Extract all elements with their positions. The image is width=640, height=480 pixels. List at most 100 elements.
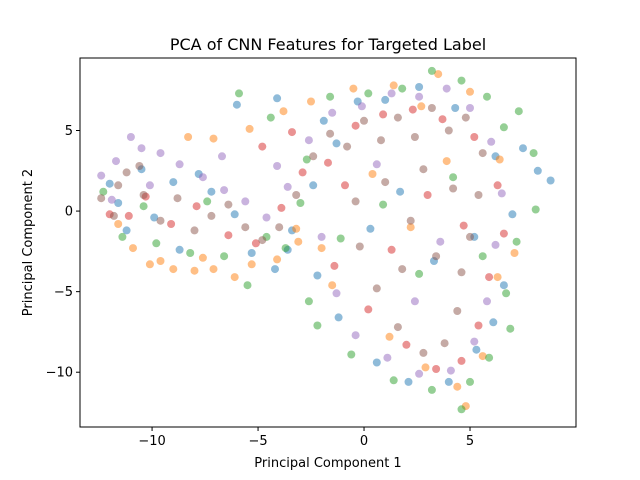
data-point: [533, 166, 542, 175]
data-point: [341, 181, 349, 190]
data-point: [466, 232, 474, 241]
data-point: [273, 162, 282, 170]
data-point: [198, 253, 207, 262]
data-point: [230, 273, 239, 282]
data-point: [330, 261, 339, 270]
chart-title: PCA of CNN Features for Targeted Label: [170, 35, 486, 54]
data-point: [245, 124, 254, 133]
data-point: [328, 281, 337, 290]
data-point: [489, 318, 498, 327]
data-point: [457, 405, 466, 414]
data-point: [292, 224, 301, 233]
x-tick-label: −10: [138, 434, 165, 449]
data-point: [247, 260, 256, 269]
data-point: [444, 377, 453, 386]
series-group: [114, 70, 519, 411]
data-point: [474, 191, 483, 199]
data-point: [497, 189, 506, 198]
data-point: [224, 231, 233, 240]
data-point: [472, 345, 481, 354]
data-point: [209, 134, 218, 143]
data-point: [190, 266, 199, 275]
data-point: [175, 160, 184, 169]
data-point: [459, 221, 468, 230]
series-group: [97, 104, 487, 357]
data-point: [220, 252, 229, 261]
data-point: [381, 178, 390, 187]
data-point: [304, 297, 313, 306]
data-point: [415, 92, 424, 101]
data-point: [137, 144, 146, 153]
series-group: [105, 105, 508, 373]
data-point: [499, 123, 508, 132]
data-point: [281, 244, 290, 253]
data-point: [419, 348, 428, 357]
data-point: [334, 313, 343, 322]
data-point: [275, 223, 284, 232]
x-axis-ticks: −10 −5 0 5: [138, 427, 474, 449]
data-point: [126, 133, 135, 141]
data-point: [457, 268, 466, 277]
data-point: [173, 194, 182, 203]
data-point: [383, 353, 392, 362]
data-point: [277, 203, 286, 212]
data-point: [145, 260, 154, 269]
data-point: [381, 95, 390, 104]
data-point: [457, 356, 466, 365]
data-point: [379, 200, 388, 209]
data-point: [478, 252, 487, 261]
data-point: [398, 265, 407, 274]
data-point: [438, 115, 447, 124]
data-point: [326, 92, 335, 101]
data-point: [415, 83, 424, 91]
data-point: [485, 273, 494, 282]
data-point: [317, 244, 326, 253]
data-point: [109, 211, 118, 220]
data-point: [495, 155, 504, 164]
data-point: [499, 229, 508, 238]
data-point: [379, 110, 388, 119]
data-point: [99, 187, 108, 196]
data-point: [442, 84, 451, 93]
data-point: [417, 102, 426, 111]
data-point: [169, 265, 178, 274]
data-point: [529, 149, 538, 158]
data-point: [446, 366, 455, 375]
data-point: [169, 178, 178, 187]
data-point: [444, 126, 453, 135]
data-point: [294, 237, 303, 246]
data-point: [514, 107, 523, 116]
data-point: [258, 142, 267, 151]
data-point: [273, 94, 282, 103]
data-point: [491, 240, 500, 249]
data-point: [304, 136, 313, 145]
data-point: [485, 353, 494, 362]
data-point: [279, 107, 288, 116]
data-point: [307, 97, 315, 106]
data-point: [377, 136, 385, 145]
data-point: [262, 213, 271, 222]
data-point: [332, 289, 341, 298]
data-point: [198, 173, 207, 182]
data-point: [406, 223, 415, 232]
data-point: [139, 191, 148, 199]
data-point: [493, 181, 502, 190]
data-point: [122, 226, 131, 235]
data-point: [372, 284, 381, 293]
x-tick-label: −5: [248, 434, 267, 449]
data-point: [449, 173, 458, 182]
y-tick-label: 0: [65, 205, 73, 220]
y-tick-label: −5: [54, 285, 73, 300]
data-point: [506, 324, 515, 333]
data-point: [343, 142, 352, 151]
data-point: [283, 182, 292, 191]
data-point: [218, 152, 226, 161]
data-point: [419, 165, 428, 174]
data-point: [389, 376, 398, 385]
data-point: [372, 160, 381, 169]
data-point: [243, 281, 252, 290]
data-point: [207, 187, 216, 196]
data-point: [393, 323, 402, 332]
data-point: [393, 113, 402, 122]
data-point: [139, 202, 148, 211]
